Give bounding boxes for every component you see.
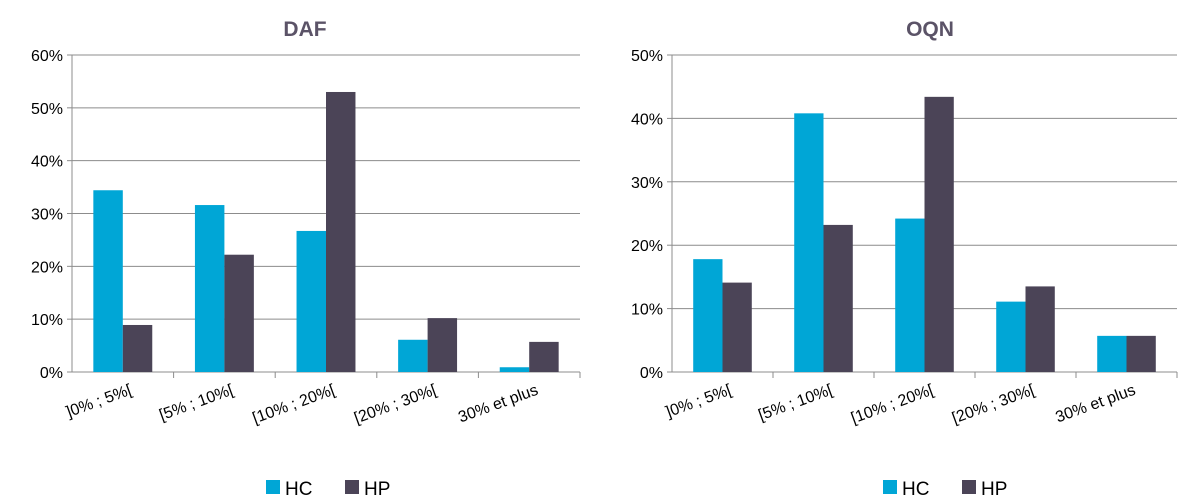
y-tick-label: 40%: [631, 111, 663, 128]
y-tick-label: 30%: [631, 175, 663, 192]
chart-title: DAF: [283, 18, 326, 41]
legend-label-hc: HC: [902, 479, 929, 500]
bar-hp-1: [722, 282, 752, 372]
bar-hc-5: [1097, 335, 1127, 372]
legend-swatch-hp: [962, 480, 976, 494]
bar-hc-2: [794, 113, 824, 372]
legend-label-hc: HC: [285, 479, 312, 500]
y-tick-label: 40%: [31, 154, 63, 171]
category-label: [10% ; 20%[: [250, 382, 337, 428]
legend-swatch-hp: [345, 480, 359, 494]
bar-hc-4: [996, 301, 1026, 372]
category-label: [5% ; 10%[: [756, 382, 835, 425]
bar-hp-2: [823, 224, 853, 372]
bar-hc-2: [194, 205, 225, 372]
category-label: [20% ; 30%[: [352, 382, 439, 428]
bar-hp-4: [1025, 286, 1055, 372]
bar-hp-3: [924, 96, 954, 373]
bar-hc-4: [398, 339, 428, 372]
bar-hc-3: [296, 230, 326, 372]
category-label: [10% ; 20%[: [849, 382, 936, 428]
legend-swatch-hc: [266, 480, 280, 494]
y-tick-label: 60%: [31, 48, 63, 65]
chart-title: OQN: [906, 18, 954, 41]
y-tick-label: 0%: [40, 365, 63, 382]
bar-hc-1: [93, 190, 123, 372]
category-label: [20% ; 30%[: [950, 382, 1037, 428]
bar-hp-3: [326, 91, 356, 372]
category-label: [5% ; 10%[: [157, 382, 236, 425]
category-label: ]0% ; 5%[: [664, 382, 735, 422]
category-label: ]0% ; 5%[: [64, 382, 135, 422]
y-tick-label: 20%: [31, 259, 63, 276]
y-tick-label: 10%: [631, 302, 663, 319]
y-tick-label: 50%: [31, 101, 63, 118]
y-tick-label: 50%: [631, 48, 663, 65]
y-tick-label: 30%: [31, 207, 63, 224]
bar-hp-2: [224, 254, 254, 372]
bar-hp-4: [427, 318, 458, 372]
legend-label-hp: HP: [364, 479, 390, 500]
bar-hp-1: [122, 324, 153, 372]
bar-hc-1: [693, 259, 723, 372]
legend-swatch-hc: [883, 480, 897, 494]
chart-daf: DAF 0% 10% 20% 30% 40% 50% 60% ]0% ; 5%[ [5% ; 10…: [31, 18, 581, 500]
category-label: 30% et plus: [1053, 382, 1137, 427]
y-tick-label: 20%: [631, 238, 663, 255]
chart-oqn: OQN 0% 10% 20% 30% 40% 50% ]0% ; 5%[ [5% ; 10%[ […: [631, 18, 1178, 500]
category-label: 30% et plus: [456, 382, 540, 427]
legend-label-hp: HP: [981, 479, 1007, 500]
y-tick-label: 10%: [31, 312, 63, 329]
bar-hc-5: [499, 367, 530, 372]
bar-hp-5: [529, 341, 559, 372]
bar-hp-5: [1126, 335, 1156, 372]
y-tick-label: 0%: [640, 365, 663, 382]
bar-hc-3: [895, 218, 925, 372]
